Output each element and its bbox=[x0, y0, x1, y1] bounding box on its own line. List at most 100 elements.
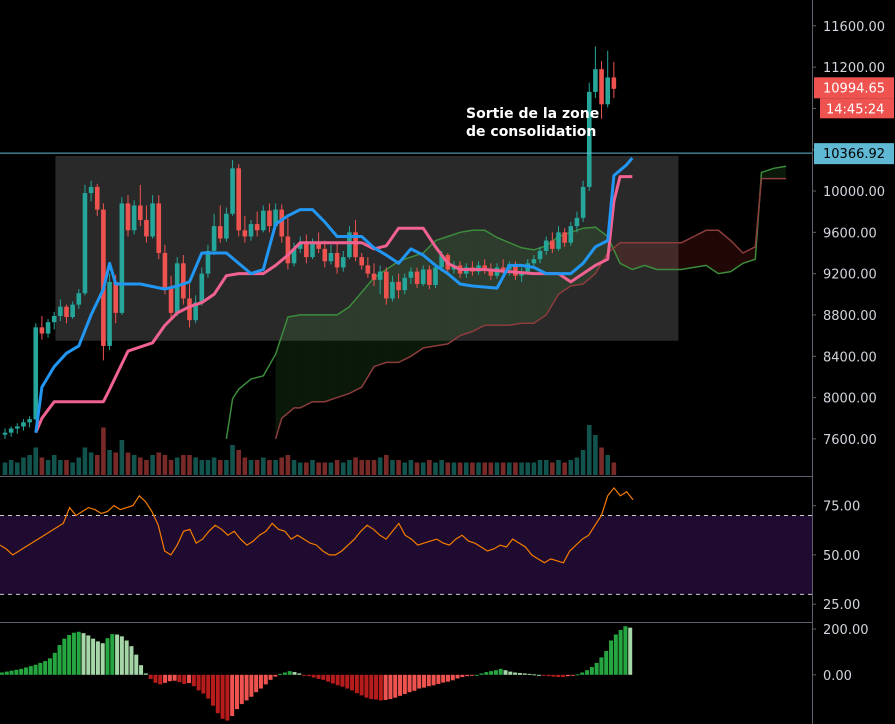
candle-body[interactable] bbox=[27, 419, 32, 423]
candle-body[interactable] bbox=[162, 252, 168, 289]
candle-body[interactable] bbox=[101, 209, 106, 346]
candle-body[interactable] bbox=[574, 217, 580, 227]
candle-body[interactable] bbox=[297, 242, 303, 249]
last-price-tag[interactable] bbox=[814, 77, 894, 99]
candle-body[interactable] bbox=[488, 269, 494, 276]
candle-body[interactable] bbox=[390, 281, 395, 299]
candle-body[interactable] bbox=[316, 242, 321, 249]
candle-body[interactable] bbox=[408, 271, 414, 278]
candle-body[interactable] bbox=[45, 322, 51, 334]
candle-body[interactable] bbox=[359, 257, 364, 266]
candle-body[interactable] bbox=[580, 186, 586, 218]
candle-body[interactable] bbox=[420, 269, 426, 284]
volume-bar bbox=[574, 457, 580, 475]
candle-body[interactable] bbox=[353, 232, 358, 258]
candle-body[interactable] bbox=[482, 265, 487, 270]
candle-body[interactable] bbox=[285, 236, 291, 264]
candle-body[interactable] bbox=[402, 277, 408, 291]
candle-body[interactable] bbox=[217, 226, 223, 239]
candle-body[interactable] bbox=[562, 232, 567, 243]
candle-body[interactable] bbox=[119, 203, 125, 313]
candle-body[interactable] bbox=[568, 226, 574, 243]
candle-body[interactable] bbox=[273, 209, 278, 227]
candle-body[interactable] bbox=[377, 271, 383, 280]
candle-body[interactable] bbox=[33, 327, 39, 420]
candle-body[interactable] bbox=[199, 273, 205, 303]
candle-body[interactable] bbox=[156, 203, 162, 253]
candle-body[interactable] bbox=[310, 242, 315, 258]
candle-body[interactable] bbox=[537, 250, 543, 260]
candle-body[interactable] bbox=[39, 327, 45, 334]
candle-body[interactable] bbox=[144, 219, 149, 237]
candle-body[interactable] bbox=[2, 432, 8, 435]
candle-body[interactable] bbox=[51, 315, 57, 323]
candle-body[interactable] bbox=[556, 232, 561, 249]
candle-body[interactable] bbox=[230, 168, 235, 214]
candle-body[interactable] bbox=[328, 252, 334, 262]
level-price-tag[interactable] bbox=[814, 143, 894, 165]
candle-body[interactable] bbox=[427, 269, 432, 285]
candle-body[interactable] bbox=[599, 69, 604, 105]
candle-body[interactable] bbox=[125, 203, 131, 231]
candle-body[interactable] bbox=[150, 203, 155, 237]
candle-body[interactable] bbox=[543, 240, 549, 251]
candle-body[interactable] bbox=[107, 281, 112, 346]
candle-body[interactable] bbox=[248, 224, 254, 237]
candle-body[interactable] bbox=[224, 213, 229, 239]
candle-body[interactable] bbox=[168, 288, 174, 313]
candle-body[interactable] bbox=[279, 209, 285, 237]
candle-body[interactable] bbox=[500, 267, 506, 270]
candle-body[interactable] bbox=[8, 428, 14, 433]
candle-body[interactable] bbox=[242, 230, 248, 237]
candle-body[interactable] bbox=[550, 240, 555, 249]
candle-body[interactable] bbox=[261, 210, 266, 231]
candle-body[interactable] bbox=[414, 271, 420, 284]
candle-body[interactable] bbox=[21, 422, 26, 427]
candle-body[interactable] bbox=[365, 265, 371, 274]
volume-bar bbox=[21, 457, 26, 475]
candle-body[interactable] bbox=[291, 248, 297, 264]
candle-body[interactable] bbox=[371, 273, 377, 280]
candle-body[interactable] bbox=[174, 263, 180, 313]
candle-body[interactable] bbox=[513, 264, 518, 276]
candle-body[interactable] bbox=[236, 168, 241, 231]
candle-body[interactable] bbox=[267, 210, 272, 227]
candle-body[interactable] bbox=[254, 224, 260, 231]
candle-body[interactable] bbox=[531, 259, 537, 264]
candle-body[interactable] bbox=[187, 298, 192, 321]
candle-body[interactable] bbox=[138, 205, 143, 220]
candle-body[interactable] bbox=[586, 91, 592, 187]
candle-body[interactable] bbox=[70, 304, 75, 318]
candle-body[interactable] bbox=[322, 248, 328, 262]
candle-body[interactable] bbox=[15, 426, 20, 429]
candle-body[interactable] bbox=[94, 186, 100, 210]
candle-body[interactable] bbox=[76, 293, 82, 305]
candle-body[interactable] bbox=[340, 257, 346, 268]
candle-body[interactable] bbox=[82, 193, 88, 294]
candle-body[interactable] bbox=[131, 205, 137, 231]
volume-bar bbox=[82, 447, 88, 475]
candle-body[interactable] bbox=[304, 242, 309, 258]
candle-body[interactable] bbox=[593, 69, 598, 92]
candle-body[interactable] bbox=[181, 263, 186, 299]
candle-body[interactable] bbox=[611, 77, 617, 89]
candle-body[interactable] bbox=[439, 255, 444, 268]
candle-body[interactable] bbox=[193, 302, 198, 321]
price-axis[interactable]: 11600.0011200.0010800.0010400.0010000.00… bbox=[812, 20, 894, 684]
candle-body[interactable] bbox=[396, 281, 401, 291]
candle-body[interactable] bbox=[347, 232, 352, 258]
candle-body[interactable] bbox=[433, 267, 438, 285]
candle-body[interactable] bbox=[384, 271, 389, 299]
candle-body[interactable] bbox=[334, 252, 340, 268]
histogram-pane[interactable] bbox=[0, 626, 633, 721]
candle-body[interactable] bbox=[58, 306, 63, 316]
rsi-pane[interactable] bbox=[0, 486, 812, 595]
candle-body[interactable] bbox=[205, 250, 211, 274]
candle-body[interactable] bbox=[64, 306, 69, 318]
candle-body[interactable] bbox=[88, 186, 94, 194]
candle-body[interactable] bbox=[113, 281, 118, 313]
candlesticks[interactable] bbox=[2, 46, 617, 439]
candle-body[interactable] bbox=[211, 226, 217, 251]
candle-body[interactable] bbox=[605, 77, 610, 105]
